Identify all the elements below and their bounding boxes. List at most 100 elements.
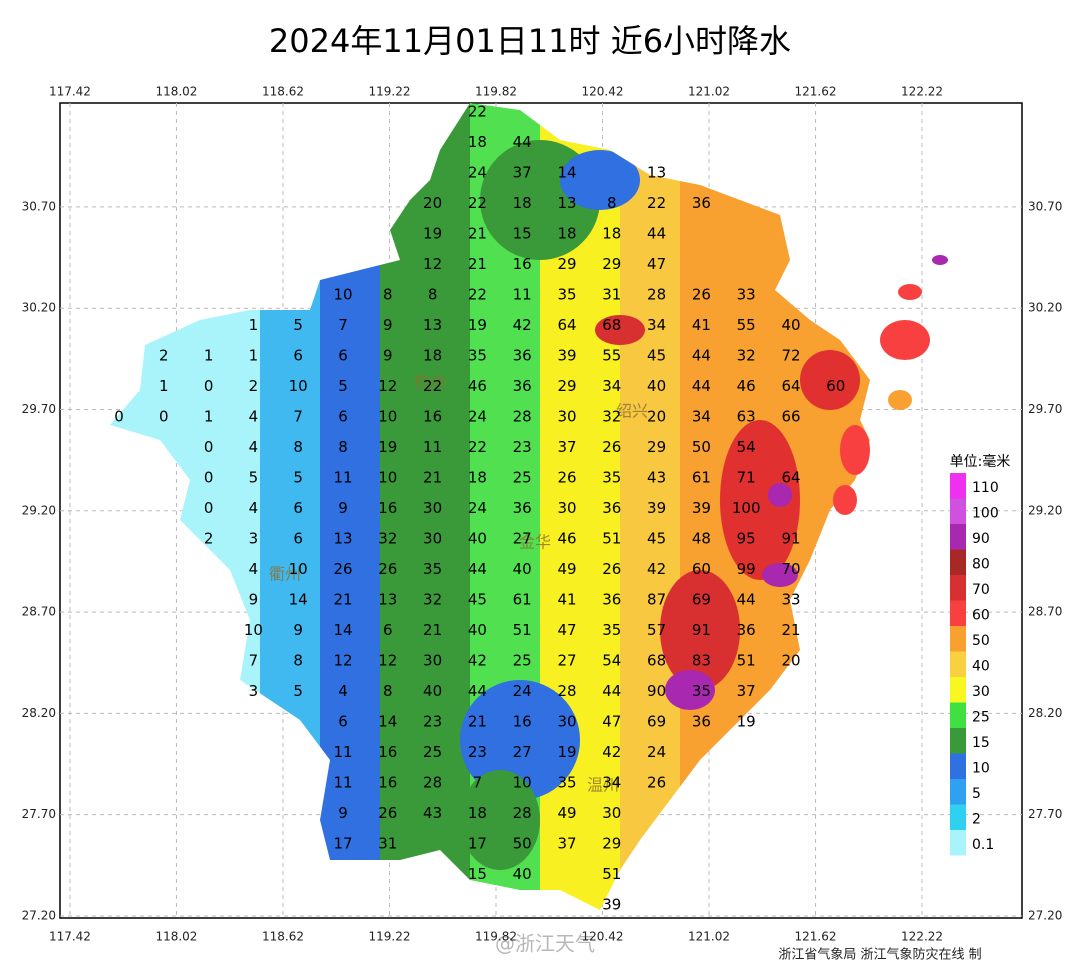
station-value: 45 — [647, 530, 666, 548]
x-tick-label-top: 120.42 — [582, 85, 624, 99]
y-tick-label-right: 28.70 — [1028, 605, 1062, 619]
legend-swatch — [950, 830, 966, 856]
station-value: 17 — [333, 835, 352, 853]
station-value: 7 — [249, 652, 259, 670]
legend-label: 15 — [972, 735, 990, 751]
legend-label: 5 — [972, 786, 981, 802]
station-value: 22 — [468, 286, 487, 304]
x-tick-label-top: 122.22 — [901, 85, 943, 99]
legend-swatch — [950, 549, 966, 575]
station-value: 37 — [737, 682, 756, 700]
x-tick-label-bottom: 118.62 — [262, 930, 304, 944]
station-value: 22 — [468, 103, 487, 121]
legend-label: 25 — [972, 710, 990, 726]
station-value: 26 — [692, 286, 711, 304]
legend-swatch — [950, 677, 966, 703]
station-value: 22 — [468, 194, 487, 212]
station-value: 44 — [513, 133, 532, 151]
station-value: 35 — [557, 286, 576, 304]
station-value: 26 — [378, 560, 397, 578]
station-value: 4 — [249, 499, 259, 517]
station-value: 12 — [423, 255, 442, 273]
station-value: 34 — [602, 377, 621, 395]
station-value: 9 — [338, 804, 348, 822]
station-value: 19 — [423, 225, 442, 243]
x-tick-label-bottom: 117.42 — [49, 930, 91, 944]
station-value: 31 — [378, 835, 397, 853]
station-value: 2 — [204, 530, 214, 548]
station-value: 99 — [737, 560, 756, 578]
station-value: 49 — [557, 804, 576, 822]
station-value: 1 — [249, 347, 259, 365]
station-value: 91 — [692, 621, 711, 639]
station-value: 3 — [249, 682, 259, 700]
station-value: 16 — [378, 499, 397, 517]
x-tick-label-bottom: 121.02 — [688, 930, 730, 944]
station-value: 8 — [428, 286, 438, 304]
station-value: 23 — [423, 713, 442, 731]
station-value: 19 — [557, 743, 576, 761]
x-tick-label-top: 121.02 — [688, 85, 730, 99]
islands — [833, 255, 948, 515]
station-value: 51 — [737, 652, 756, 670]
station-value: 10 — [378, 469, 397, 487]
station-value: 17 — [468, 835, 487, 853]
station-value: 1 — [204, 347, 214, 365]
legend-label: 80 — [972, 557, 990, 573]
station-value: 36 — [737, 621, 756, 639]
station-value: 8 — [607, 194, 617, 212]
station-value: 42 — [513, 316, 532, 334]
station-value: 23 — [468, 743, 487, 761]
watermark: @浙江天气 — [495, 932, 595, 956]
station-value: 29 — [602, 835, 621, 853]
station-value: 44 — [737, 591, 756, 609]
station-value: 16 — [378, 743, 397, 761]
station-value: 34 — [692, 408, 711, 426]
station-value: 60 — [692, 560, 711, 578]
station-value: 21 — [468, 225, 487, 243]
station-value: 4 — [249, 438, 259, 456]
station-value: 8 — [383, 682, 393, 700]
station-value: 32 — [737, 347, 756, 365]
station-value: 60 — [826, 377, 845, 395]
station-value: 35 — [423, 560, 442, 578]
station-value: 6 — [338, 408, 348, 426]
station-value: 12 — [378, 377, 397, 395]
station-value: 40 — [423, 682, 442, 700]
station-value: 24 — [513, 682, 532, 700]
station-value: 51 — [513, 621, 532, 639]
station-value: 55 — [737, 316, 756, 334]
station-value: 4 — [249, 560, 259, 578]
station-value: 11 — [423, 438, 442, 456]
station-value: 21 — [423, 469, 442, 487]
station-value: 6 — [293, 499, 303, 517]
station-value: 68 — [647, 652, 666, 670]
station-value: 45 — [468, 591, 487, 609]
station-value: 39 — [602, 896, 621, 914]
legend-swatch — [950, 575, 966, 601]
station-value: 20 — [423, 194, 442, 212]
station-value: 13 — [647, 164, 666, 182]
city-label: 绍兴 — [616, 402, 648, 421]
station-value: 18 — [513, 194, 532, 212]
station-value: 35 — [692, 682, 711, 700]
station-value: 16 — [513, 255, 532, 273]
station-value: 70 — [781, 560, 800, 578]
legend-label: 100 — [972, 506, 999, 522]
station-value: 24 — [468, 164, 487, 182]
station-value: 26 — [378, 804, 397, 822]
station-value: 11 — [333, 774, 352, 792]
station-value: 8 — [293, 438, 303, 456]
station-value: 87 — [647, 591, 666, 609]
x-tick-label-bottom: 119.82 — [475, 930, 517, 944]
station-value: 9 — [383, 347, 393, 365]
x-tick-label-top: 121.62 — [795, 85, 837, 99]
station-value: 5 — [293, 316, 303, 334]
x-tick-label-top: 118.62 — [262, 85, 304, 99]
station-value: 50 — [692, 438, 711, 456]
station-value: 95 — [737, 530, 756, 548]
station-value: 14 — [289, 591, 308, 609]
station-value: 44 — [647, 225, 666, 243]
y-tick-label-left: 30.70 — [22, 199, 56, 213]
station-value: 13 — [378, 591, 397, 609]
